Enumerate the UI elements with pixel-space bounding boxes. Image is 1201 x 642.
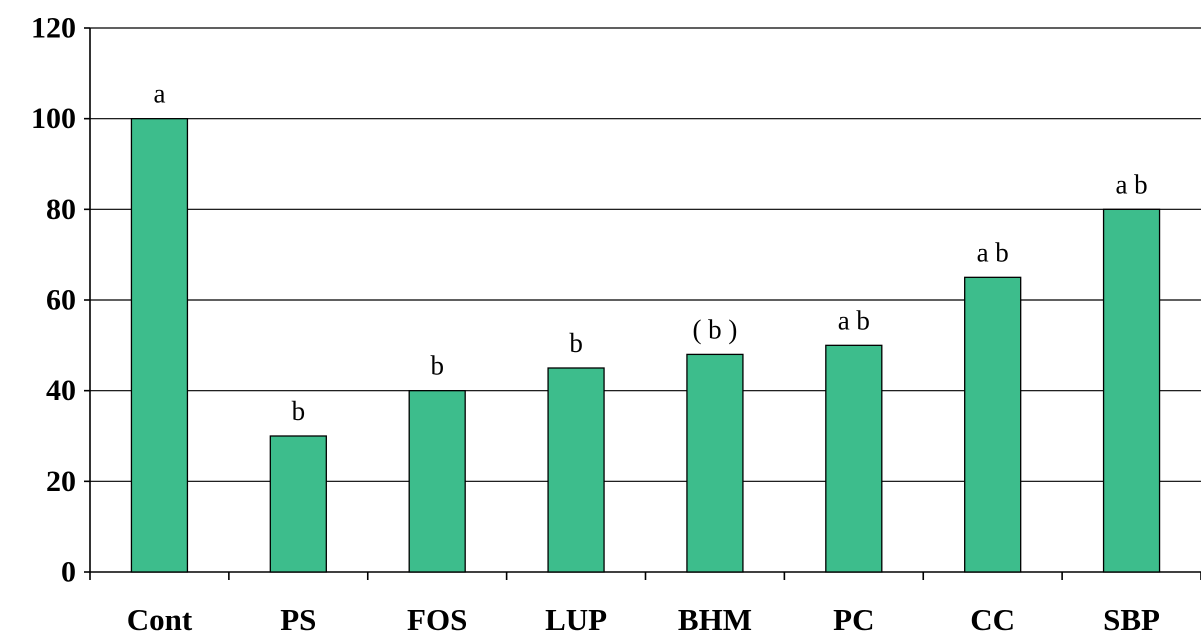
x-tick-label: FOS	[407, 602, 467, 637]
bars	[130, 118, 1161, 573]
data-labels: a b b b ( b ) a b a b a b	[153, 79, 1147, 426]
bar-bhm	[686, 353, 744, 573]
data-label: a b	[838, 305, 870, 335]
data-label: b	[292, 396, 306, 426]
data-label: a b	[977, 237, 1009, 267]
x-tick-label: BHM	[678, 602, 752, 637]
bar-ps	[269, 435, 327, 573]
gridlines	[90, 27, 1201, 482]
data-label: ( b )	[692, 314, 737, 344]
bar-cc	[964, 276, 1022, 573]
y-tick-label: 20	[46, 465, 76, 498]
data-label: a	[153, 79, 165, 109]
x-tick-label: SBP	[1103, 602, 1160, 637]
y-tick-labels: 0 20 40 60 80 100 120	[31, 12, 76, 589]
data-label: b	[430, 351, 444, 381]
x-tick-label: PS	[280, 602, 316, 637]
axes	[84, 27, 1201, 580]
bar-pc	[825, 344, 883, 573]
y-tick-label: 120	[31, 12, 76, 45]
x-tick-labels: Cont PS FOS LUP BHM PC CC SBP	[127, 602, 1160, 637]
data-label: a b	[1115, 169, 1147, 199]
y-tick-label: 0	[61, 556, 76, 589]
x-tick-label: Cont	[127, 602, 193, 637]
x-tick-label: LUP	[545, 602, 607, 637]
y-tick-label: 80	[46, 193, 76, 226]
y-tick-label: 100	[31, 102, 76, 135]
y-tick-label: 40	[46, 374, 76, 407]
bar-fos	[408, 390, 466, 573]
x-tick-label: CC	[970, 602, 1015, 637]
x-tick-label: PC	[833, 602, 874, 637]
data-label: b	[569, 328, 583, 358]
bar-cont	[130, 118, 189, 573]
bar-lup	[547, 367, 605, 573]
bar-sbp	[1102, 208, 1161, 573]
y-tick-label: 60	[46, 284, 76, 317]
